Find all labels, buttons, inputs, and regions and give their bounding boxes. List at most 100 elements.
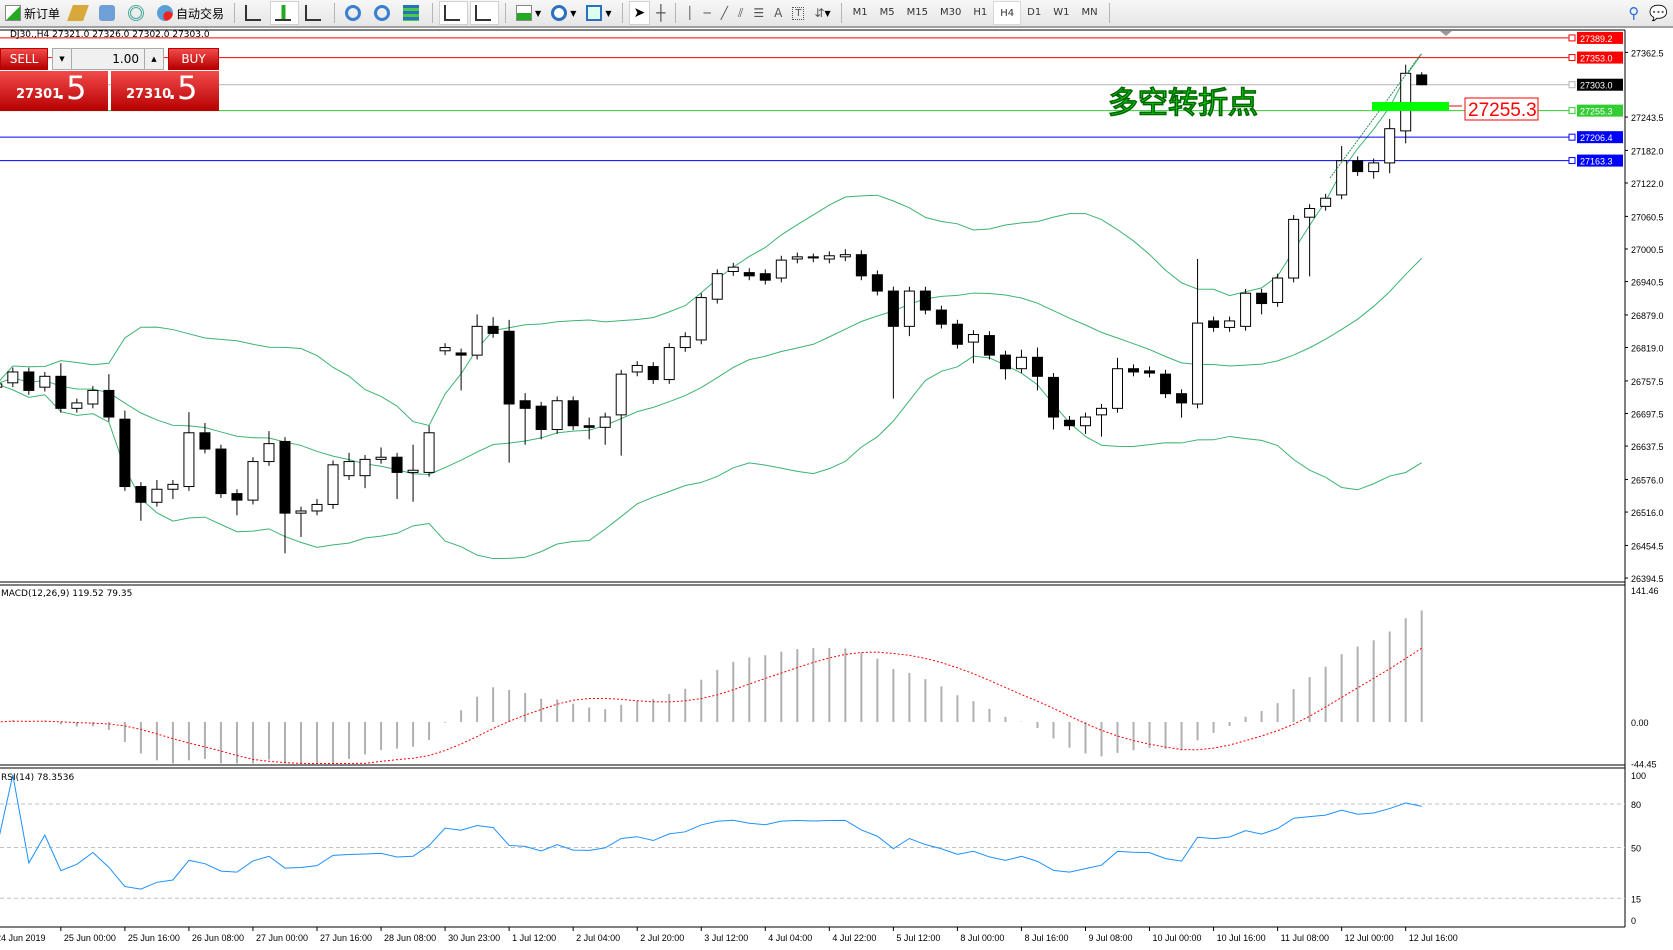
- buy-button[interactable]: BUY: [168, 48, 219, 70]
- x-tick-label: 2 Jul 20:00: [640, 933, 684, 943]
- candle: [1384, 118, 1396, 174]
- y-tick-label: 26394.5: [1631, 574, 1664, 584]
- auto-scroll-button[interactable]: [439, 1, 469, 25]
- candle: [1240, 288, 1252, 331]
- candle: [647, 362, 659, 384]
- candle-body: [423, 432, 435, 473]
- sell-price-button[interactable]: 27301 .5: [0, 69, 108, 111]
- timeframe-m1[interactable]: M1: [852, 6, 868, 18]
- candle-body: [199, 432, 211, 450]
- turning-point-marker: [1372, 102, 1449, 111]
- new-order-button[interactable]: 新订单: [1, 2, 64, 24]
- search-button[interactable]: ⚲: [1624, 2, 1643, 24]
- templates-button[interactable]: ▼: [582, 2, 615, 24]
- candle-body: [103, 389, 115, 418]
- timeframe-m5[interactable]: M5: [879, 6, 895, 18]
- candle: [919, 286, 931, 315]
- tile-windows-button[interactable]: [399, 2, 426, 24]
- vertical-line-button[interactable]: │: [682, 2, 697, 24]
- candle-body: [599, 416, 611, 428]
- candle-body: [1240, 292, 1252, 327]
- chart-area[interactable]: 27389.2 27353.0 27303.0 27255.3 27206.4 27163…: [0, 28, 1673, 950]
- candle-body: [679, 336, 691, 349]
- price-label-bg: [1577, 154, 1623, 167]
- y-tick-label: 27362.5: [1631, 48, 1664, 58]
- separator: [505, 3, 507, 23]
- lot-decrease-button[interactable]: ▼: [53, 49, 72, 69]
- timeframe-d1[interactable]: D1: [1027, 6, 1042, 18]
- timeframe-m30[interactable]: M30: [940, 6, 962, 18]
- lot-size-input[interactable]: 1.00: [112, 52, 139, 66]
- candle-body: [1079, 416, 1091, 427]
- zoom-out-icon: [374, 5, 391, 21]
- candle-body: [503, 330, 515, 405]
- trendline: [1329, 53, 1422, 179]
- lot-increase-button[interactable]: ▲: [144, 49, 163, 69]
- fibonacci-button[interactable]: ☰: [749, 2, 768, 24]
- time-axis: [0, 928, 1673, 950]
- candle: [439, 343, 451, 356]
- sell-button[interactable]: SELL: [0, 48, 48, 70]
- zoom-in-button[interactable]: [341, 2, 368, 24]
- metaeditor-button[interactable]: [66, 2, 93, 24]
- trendline-button[interactable]: ╱: [717, 2, 732, 24]
- x-tick-label: 24 Jun 2019: [0, 933, 46, 943]
- price-line-label: 27303.0: [1580, 81, 1613, 91]
- bar-chart-button[interactable]: [241, 2, 268, 24]
- x-tick-label: 8 Jul 16:00: [1024, 933, 1068, 943]
- chart-shift-button[interactable]: [470, 1, 500, 25]
- timeframe-h1[interactable]: H1: [973, 6, 988, 18]
- candle-body: [855, 254, 867, 277]
- arrows-button[interactable]: ⇵ ▼: [810, 2, 834, 24]
- line-chart-icon: [305, 5, 322, 21]
- text-button[interactable]: A: [770, 2, 786, 24]
- candle-body: [1368, 162, 1380, 173]
- candle-body: [1336, 160, 1348, 196]
- candle-body: [311, 503, 323, 512]
- chat-button[interactable]: 💬: [1645, 2, 1672, 24]
- price-label-bg: [1577, 31, 1623, 44]
- line-chart-button[interactable]: [301, 2, 328, 24]
- timeframe-h4[interactable]: H4: [993, 1, 1022, 25]
- candlestick-button[interactable]: [270, 1, 300, 25]
- candle: [263, 431, 275, 466]
- candle-body: [663, 347, 675, 381]
- rsi-tick-label: 100: [1631, 771, 1646, 781]
- candle: [791, 252, 803, 264]
- crosshair-button[interactable]: ┼: [652, 2, 669, 24]
- x-tick-label: 30 Jun 23:00: [448, 933, 500, 943]
- text-label-button[interactable]: T: [788, 2, 808, 24]
- horizontal-line-button[interactable]: ─: [700, 2, 715, 24]
- buy-price-button[interactable]: 27310 .5: [111, 69, 219, 111]
- line-handle: [1568, 54, 1576, 62]
- navigator-button[interactable]: [95, 2, 122, 24]
- candle: [583, 417, 595, 440]
- auto-trading-button[interactable]: 自动交易: [153, 2, 228, 24]
- timeframe-mn[interactable]: MN: [1081, 6, 1098, 18]
- periods-button[interactable]: ▼: [547, 2, 580, 24]
- cursor-button[interactable]: ➤: [628, 1, 651, 25]
- candle-body: [871, 274, 883, 292]
- timeframe-w1[interactable]: W1: [1053, 6, 1070, 18]
- indicators-button[interactable]: ▼: [512, 2, 545, 24]
- candle-body: [711, 273, 723, 300]
- signals-button[interactable]: [124, 2, 151, 24]
- lot-size-stepper[interactable]: ▼ 1.00 ▲: [52, 48, 164, 70]
- y-tick-label: 26879.0: [1631, 311, 1664, 321]
- candle: [663, 343, 675, 384]
- candle-body: [439, 347, 451, 352]
- candle: [743, 268, 755, 281]
- candle: [1272, 273, 1284, 307]
- zoom-out-button[interactable]: [370, 2, 397, 24]
- x-tick-label: 10 Jul 16:00: [1217, 933, 1266, 943]
- equidistant-channel-button[interactable]: ⫽: [734, 2, 747, 24]
- candle: [1112, 357, 1124, 413]
- candle-body: [903, 290, 915, 327]
- timeframe-m15[interactable]: M15: [906, 6, 928, 18]
- cursor-icon: ➤: [633, 5, 646, 21]
- y-tick-label: 26940.5: [1631, 278, 1664, 288]
- crosshair-icon: ┼: [656, 4, 666, 22]
- candle-body: [919, 290, 931, 311]
- candle-body: [167, 483, 179, 490]
- separator: [1108, 3, 1110, 23]
